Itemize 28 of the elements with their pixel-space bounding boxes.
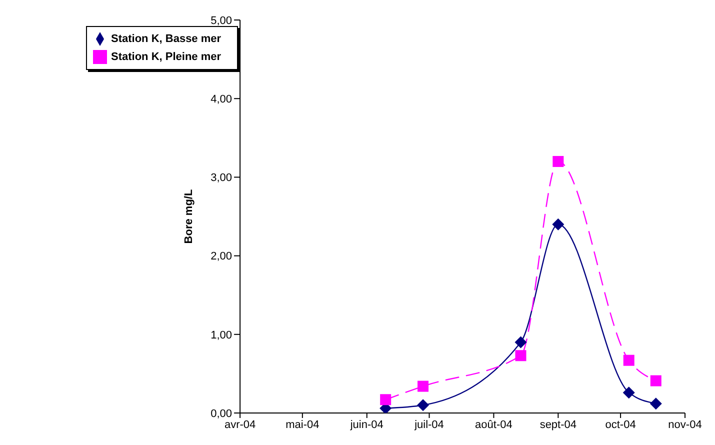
point bbox=[418, 380, 429, 392]
x-tick-label: août-04 bbox=[475, 418, 512, 431]
legend-label: Station K, Pleine mer bbox=[111, 51, 222, 63]
point bbox=[515, 350, 526, 362]
y-tick-label: 3,00 bbox=[210, 172, 232, 184]
x-tick-label: nov-04 bbox=[668, 418, 702, 431]
x-tick-label: juil-04 bbox=[414, 418, 444, 431]
x-tick-label: oct-04 bbox=[605, 418, 636, 431]
point bbox=[552, 156, 564, 167]
point bbox=[650, 375, 662, 386]
x-tick-label: juin-04 bbox=[349, 418, 384, 431]
point bbox=[514, 336, 527, 348]
x-tick-label: avr-04 bbox=[224, 418, 256, 431]
point bbox=[380, 394, 392, 406]
x-tick-label: mai-04 bbox=[286, 418, 320, 431]
point bbox=[552, 218, 564, 230]
y-tick-label: 5,00 bbox=[210, 14, 232, 27]
y-tick-label: 0,00 bbox=[210, 408, 232, 420]
point bbox=[622, 386, 635, 399]
y-tick-label: 4,00 bbox=[210, 94, 232, 106]
legend-label: Station K, Basse mer bbox=[111, 33, 222, 45]
point bbox=[623, 354, 634, 366]
point bbox=[650, 398, 662, 410]
point bbox=[417, 399, 430, 412]
x-tick-label: sept-04 bbox=[540, 418, 577, 431]
y-axis-title: Bore mg/L bbox=[182, 189, 195, 244]
y-tick-label: 2,00 bbox=[210, 250, 232, 263]
y-tick-label: 1,00 bbox=[210, 329, 232, 342]
